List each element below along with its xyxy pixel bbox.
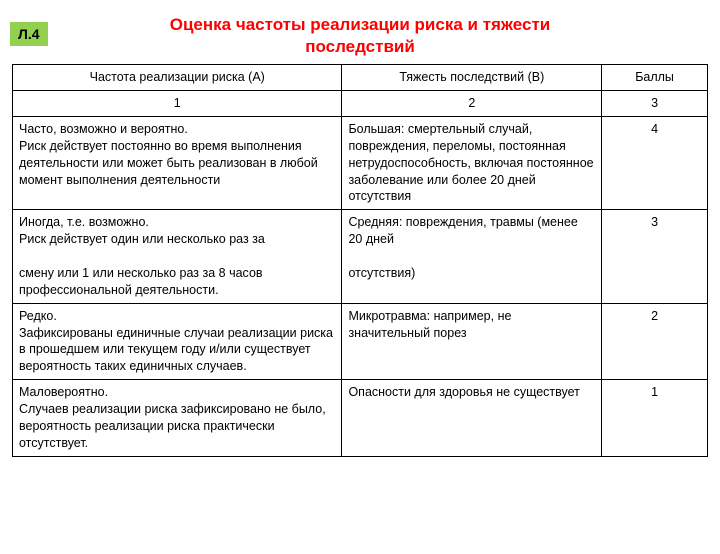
table-row: Маловероятно.Случаев реализации риска за… (13, 380, 708, 457)
cell-frequency: Часто, возможно и вероятно.Риск действуе… (13, 116, 342, 209)
cell-severity: Средняя: повреждения, травмы (менее 20 д… (342, 210, 602, 303)
header-num-1: 1 (13, 91, 342, 117)
title-line-1: Оценка частоты реализации риска и тяжест… (170, 15, 550, 34)
page-title: Оценка частоты реализации риска и тяжест… (0, 14, 720, 58)
table-row: Редко.Зафиксированы единичные случаи реа… (13, 303, 708, 380)
header-frequency: Частота реализации риска (А) (13, 65, 342, 91)
cell-score: 1 (602, 380, 708, 457)
header-score: Баллы (602, 65, 708, 91)
cell-score: 2 (602, 303, 708, 380)
cell-score: 4 (602, 116, 708, 209)
header-num-2: 2 (342, 91, 602, 117)
page-badge: Л.4 (10, 22, 48, 46)
cell-severity: Микротравма: например, не значительный п… (342, 303, 602, 380)
cell-frequency: Редко.Зафиксированы единичные случаи реа… (13, 303, 342, 380)
cell-severity: Большая: смертельный случай, повреждения… (342, 116, 602, 209)
cell-frequency: Иногда, т.е. возможно.Риск действует оди… (13, 210, 342, 303)
table-row: Часто, возможно и вероятно.Риск действуе… (13, 116, 708, 209)
cell-score: 3 (602, 210, 708, 303)
header-num-3: 3 (602, 91, 708, 117)
table-header-numbers: 1 2 3 (13, 91, 708, 117)
table-row: Иногда, т.е. возможно.Риск действует оди… (13, 210, 708, 303)
cell-frequency: Маловероятно.Случаев реализации риска за… (13, 380, 342, 457)
table-header-row: Частота реализации риска (А) Тяжесть пос… (13, 65, 708, 91)
header-severity: Тяжесть последствий (В) (342, 65, 602, 91)
risk-table: Частота реализации риска (А) Тяжесть пос… (12, 64, 708, 457)
cell-severity: Опасности для здоровья не существует (342, 380, 602, 457)
title-line-2: последствий (305, 37, 415, 56)
